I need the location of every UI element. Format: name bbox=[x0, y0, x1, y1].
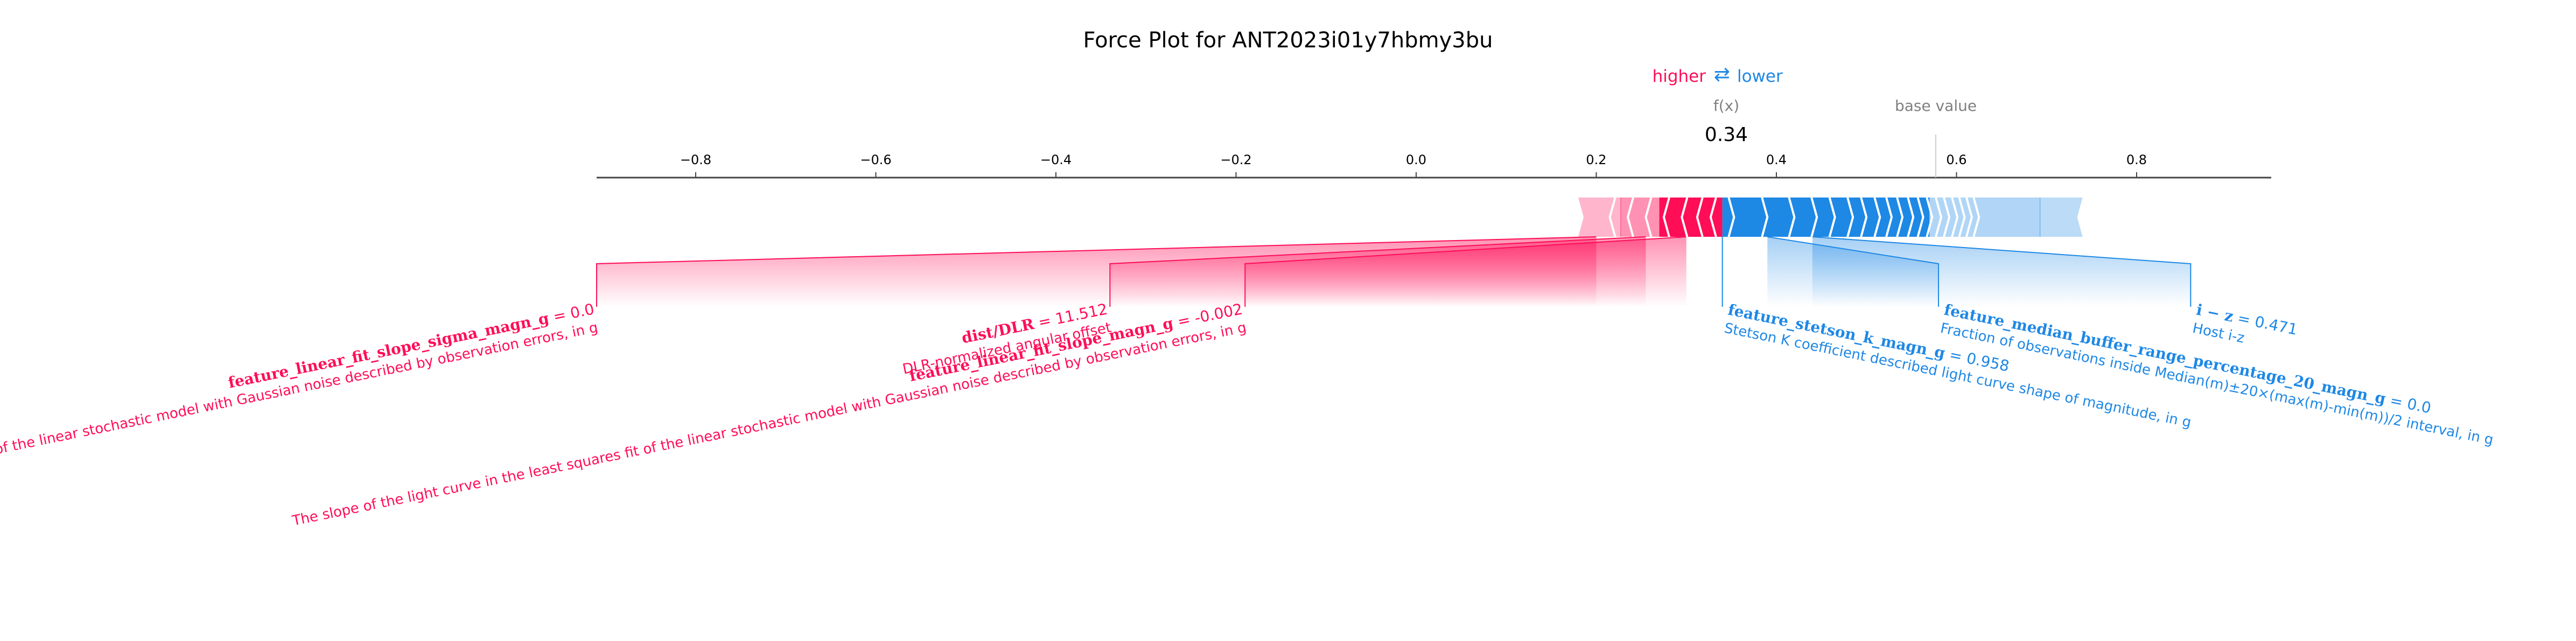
higher-separator bbox=[1662, 197, 1670, 237]
higher-connector-line bbox=[1109, 236, 1646, 307]
higher-stack-tail bbox=[1578, 198, 1622, 237]
higher-separator bbox=[1626, 197, 1634, 237]
higher-connector-line bbox=[1244, 236, 1686, 307]
base-value-label: base value bbox=[1895, 97, 1977, 115]
lower-separator bbox=[1935, 197, 1943, 237]
lower-separator bbox=[1965, 197, 1973, 237]
lower-separator bbox=[1943, 197, 1951, 237]
higher-stack-main bbox=[1659, 198, 1723, 237]
tick-label: 0.0 bbox=[1406, 152, 1426, 167]
chart-title: Force Plot for ANT2023i01y7hbmy3bu bbox=[1083, 28, 1493, 53]
tick-label: 0.8 bbox=[2126, 152, 2147, 167]
tick-label: −0.6 bbox=[860, 152, 891, 167]
lower-separator bbox=[1828, 197, 1836, 237]
lower-stack-small bbox=[1928, 198, 2041, 237]
force-bars bbox=[1578, 197, 2083, 237]
feature-name-value: feature_median_buffer_range_percentage_2… bbox=[1943, 301, 2433, 417]
lower-separator bbox=[1846, 197, 1854, 237]
feature-description: The slope of the light curve in the leas… bbox=[290, 320, 1248, 530]
feature-description: The err on the slope of the light curve … bbox=[0, 320, 599, 544]
output-value: 0.34 bbox=[1705, 124, 1748, 146]
higher-separator bbox=[1681, 197, 1689, 237]
lower-separator bbox=[1788, 197, 1796, 237]
higher-connector-line bbox=[596, 236, 1597, 307]
higher-separator bbox=[1709, 197, 1717, 237]
tick-label: 0.4 bbox=[1766, 152, 1787, 167]
tick-label: 0.6 bbox=[1946, 152, 1966, 167]
legend-lower: lower bbox=[1737, 67, 1783, 86]
higher-separator bbox=[1608, 197, 1616, 237]
lower-separator bbox=[1727, 197, 1735, 237]
lower-separator bbox=[1761, 197, 1769, 237]
lower-separator bbox=[1916, 197, 1924, 237]
tick-label: −0.2 bbox=[1220, 152, 1251, 167]
higher-separator bbox=[1644, 197, 1653, 237]
lower-separator bbox=[1896, 197, 1904, 237]
lower-separator bbox=[1907, 197, 1915, 237]
legend-higher: higher bbox=[1653, 67, 1706, 86]
tick-label: 0.2 bbox=[1586, 152, 1606, 167]
higher-feature-label: feature_linear_fit_slope_sigma_magn_g = … bbox=[0, 300, 599, 544]
higher-separator bbox=[1696, 197, 1704, 237]
legend: higher ⇄ lower bbox=[1653, 64, 1783, 86]
lower-separator bbox=[1951, 197, 1959, 237]
lower-separator bbox=[1885, 197, 1893, 237]
higher-stack-small bbox=[1620, 198, 1661, 237]
lower-separator bbox=[1958, 197, 1966, 237]
feature-labels: feature_linear_fit_slope_sigma_magn_g = … bbox=[0, 300, 2495, 544]
lower-stack-tail bbox=[2039, 198, 2083, 237]
lower-separator bbox=[1926, 197, 1934, 237]
feature-connectors bbox=[596, 236, 2192, 307]
x-axis: −0.8 −0.6 −0.4 −0.2 0.0 0.2 0.4 0.6 0.8 bbox=[597, 135, 2271, 179]
lower-separator bbox=[1860, 197, 1868, 237]
legend-arrow-icon: ⇄ bbox=[1714, 64, 1730, 86]
lower-connector-line bbox=[1812, 236, 2192, 307]
tick-label: −0.8 bbox=[680, 152, 711, 167]
higher-connector-fill bbox=[1245, 237, 1686, 307]
tick-label: −0.4 bbox=[1040, 152, 1072, 167]
lower-connector-fill bbox=[1812, 237, 2191, 307]
lower-separator bbox=[1810, 197, 1818, 237]
lower-separator bbox=[1972, 197, 1980, 237]
output-label: f(x) bbox=[1713, 97, 1739, 115]
lower-separator bbox=[1873, 197, 1881, 237]
lower-stack-main bbox=[1722, 198, 1930, 237]
